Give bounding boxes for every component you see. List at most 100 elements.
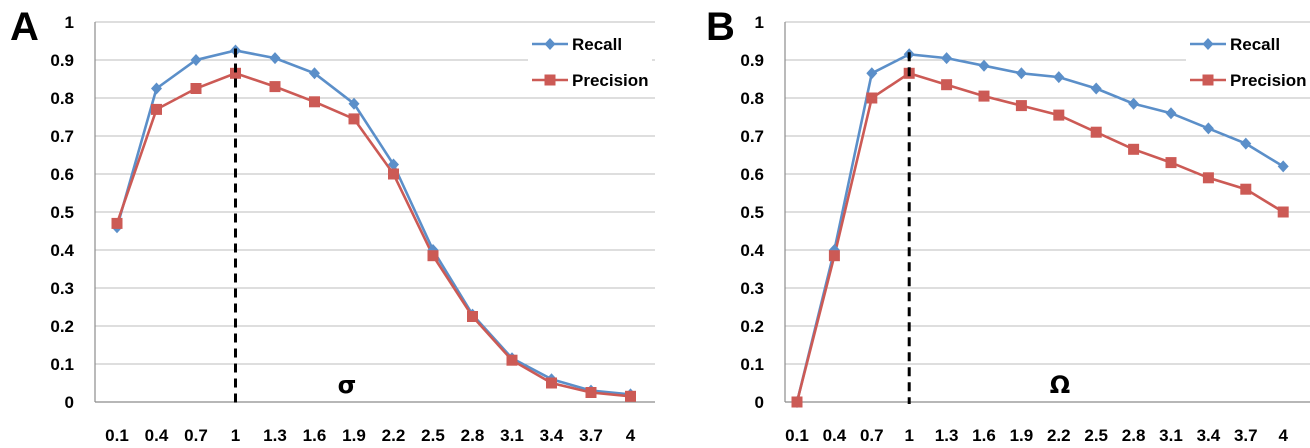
y-tick-label: 0.5: [740, 203, 764, 222]
recall-point: [151, 82, 162, 95]
precision-point: [190, 83, 202, 94]
y-tick-label: 0.4: [50, 241, 74, 260]
precision-point: [941, 79, 953, 91]
x-tick-label: 2.5: [421, 426, 445, 445]
panel-label: B: [706, 5, 735, 49]
x-tick-label: 3.4: [540, 426, 564, 445]
x-tick-label: 3.1: [500, 426, 524, 445]
y-tick-label: 1: [65, 13, 74, 32]
precision-point: [1165, 157, 1177, 169]
legend-marker-recall: [1202, 38, 1214, 50]
x-tick-label: 3.1: [1159, 426, 1183, 445]
annotation-symbol: σ: [338, 371, 357, 399]
y-tick-label: 0: [65, 393, 74, 412]
y-tick-label: 0.2: [740, 317, 764, 336]
recall-point: [978, 59, 990, 72]
legend-label-recall: Recall: [572, 35, 622, 54]
y-tick-label: 0.3: [50, 279, 74, 298]
x-tick-label: 0.7: [184, 426, 208, 445]
legend: Recall Precision: [528, 30, 652, 94]
x-tick-label: 0.1: [785, 426, 809, 445]
series-line-recall: [795, 52, 1284, 403]
y-tick-label: 0.3: [740, 279, 764, 298]
chart-panel-b: 0 0.1 0.2 0.3 0.4 0.5 0.6 0.7 0.8 0.9 1 0.1 0.4 0.7 1 1…: [706, 5, 1310, 445]
precision-point: [506, 354, 518, 366]
recall-point: [1277, 160, 1289, 173]
precision-point: [388, 168, 399, 180]
recall-point: [388, 158, 399, 171]
precision-point: [546, 377, 557, 389]
recall-point: [1015, 67, 1027, 80]
x-tick-label: 1.6: [972, 426, 996, 445]
precision-point: [1277, 206, 1289, 218]
x-tick-label: 1.6: [303, 426, 327, 445]
precision-point: [866, 92, 878, 104]
precision-point: [1128, 143, 1140, 155]
y-tick-label: 1: [755, 13, 764, 32]
series-line-recall: [115, 49, 631, 396]
y-tick-label: 0.7: [50, 127, 74, 146]
y-tick-label: 0.8: [740, 89, 764, 108]
precision-point: [978, 90, 990, 102]
precision-point: [1090, 126, 1102, 138]
legend-marker-precision: [544, 74, 556, 86]
x-tick-label: 0.1: [105, 426, 129, 445]
x-tick-label: 1: [904, 426, 913, 445]
recall-point: [941, 52, 953, 65]
panel-label: A: [10, 5, 39, 49]
x-tick-label: 1.3: [263, 426, 287, 445]
recall-point: [309, 67, 320, 80]
x-tick-label: 1.9: [1010, 426, 1034, 445]
x-tick-label: 2.2: [1047, 426, 1071, 445]
recall-point: [1165, 107, 1177, 120]
y-tick-label: 0.1: [740, 355, 764, 374]
series-line-precision: [115, 71, 631, 398]
x-tick-label: 4: [1278, 426, 1288, 445]
y-tick-label: 0.2: [50, 317, 74, 336]
y-tick-label: 0.8: [50, 89, 74, 108]
legend-label-precision: Precision: [572, 71, 649, 90]
legend-marker-precision: [1202, 74, 1214, 86]
precision-point: [625, 390, 636, 402]
x-tick-label: 1.9: [342, 426, 366, 445]
x-tick-label: 0.4: [145, 426, 169, 445]
y-tick-label: 0.6: [50, 165, 74, 184]
legend-label-recall: Recall: [1230, 35, 1280, 54]
x-tick-label: 3.7: [1234, 426, 1258, 445]
recall-point: [348, 97, 360, 110]
precision-point: [309, 96, 320, 108]
y-tick-label: 0.6: [740, 165, 764, 184]
x-tick-label: 3.7: [579, 426, 603, 445]
y-tick-label: 0: [755, 393, 764, 412]
x-tick-label: 2.2: [382, 426, 406, 445]
recall-point: [1053, 71, 1065, 84]
series-line-precision: [795, 71, 1284, 403]
x-tick-label: 0.4: [823, 426, 847, 445]
chart-panel-a: 0 0.1 0.2 0.3 0.4 0.5 0.6 0.7 0.8 0.9 1 0.1 0.4 0.7 1 1…: [10, 5, 655, 445]
precision-point: [1240, 183, 1252, 195]
recall-point: [1202, 122, 1214, 135]
precision-point: [1053, 109, 1065, 121]
precision-point: [791, 396, 803, 408]
recall-point: [1090, 82, 1102, 95]
legend-label-precision: Precision: [1230, 71, 1307, 90]
recall-point: [1128, 97, 1140, 110]
x-tick-label: 1: [231, 426, 240, 445]
recall-point: [866, 67, 878, 80]
x-tick-label: 1.3: [935, 426, 959, 445]
y-tick-label: 0.7: [740, 127, 764, 146]
legend: Recall Precision: [1186, 30, 1310, 94]
y-tick-label: 0.5: [50, 203, 74, 222]
precision-point: [230, 67, 241, 79]
precision-point: [111, 217, 123, 229]
precision-point: [1202, 172, 1214, 184]
precision-point: [151, 103, 162, 115]
annotation-symbol: Ω: [1050, 371, 1070, 399]
recall-point: [269, 52, 281, 65]
recall-point: [1240, 137, 1252, 150]
precision-point: [1015, 100, 1027, 112]
y-tick-label: 0.1: [50, 355, 74, 374]
precision-point: [348, 113, 360, 125]
precision-point: [828, 250, 840, 262]
